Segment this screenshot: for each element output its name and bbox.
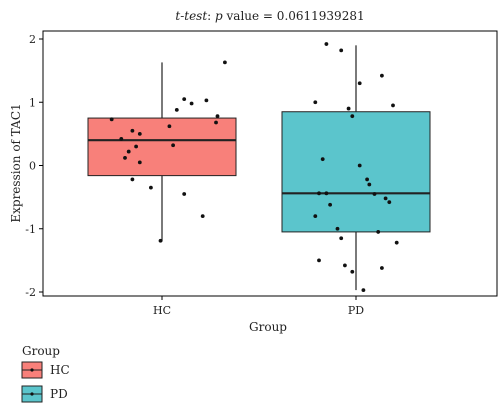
data-point (372, 192, 377, 196)
legend-item-pd: PD (21, 385, 68, 403)
data-point (313, 214, 318, 219)
data-point (320, 157, 325, 162)
data-point (376, 230, 381, 234)
y-tick-label: -1 (25, 223, 36, 236)
data-point (109, 117, 114, 122)
x-axis-title: Group (249, 320, 287, 334)
data-point (134, 144, 139, 149)
data-point (339, 236, 344, 241)
y-tick-label: 2 (29, 33, 36, 46)
data-point (119, 137, 124, 141)
data-point (137, 131, 142, 136)
data-point (317, 258, 321, 263)
data-point (313, 100, 318, 105)
data-point (324, 42, 329, 46)
data-point (123, 156, 127, 160)
data-point (367, 182, 372, 187)
y-axis-title: Expression of TAC1 (9, 103, 23, 222)
legend-label: PD (50, 387, 68, 401)
data-point (391, 103, 395, 108)
data-point (182, 192, 187, 196)
legend-key-point (30, 392, 34, 396)
data-point (380, 266, 384, 270)
data-point (171, 143, 176, 148)
data-point (383, 196, 388, 201)
data-point (223, 60, 227, 65)
y-axis: -2 -1 0 1 2 (25, 33, 43, 299)
data-point (339, 48, 344, 53)
data-point (317, 191, 321, 196)
points-layer (109, 42, 399, 293)
boxes-layer (87, 45, 431, 291)
box-body (87, 117, 237, 177)
data-point (137, 160, 142, 165)
data-point (214, 120, 218, 125)
y-tick-label: 1 (29, 96, 36, 109)
data-point (200, 214, 205, 219)
data-point (343, 263, 347, 268)
data-point (182, 97, 187, 101)
data-point (204, 98, 209, 103)
data-point (158, 238, 163, 243)
data-point (357, 81, 362, 86)
y-tick-label: -2 (25, 286, 36, 299)
chart-title: t-test: p value = 0.0611939281 (175, 9, 364, 23)
data-point (387, 200, 392, 205)
x-tick-label: HC (153, 304, 171, 317)
data-point (361, 288, 366, 293)
box-body (281, 111, 431, 233)
box-hc (87, 62, 237, 242)
data-point (365, 177, 369, 182)
data-point (130, 177, 135, 182)
data-point (215, 114, 220, 119)
plot-panel (42, 30, 498, 297)
box-pd (281, 45, 431, 291)
data-point (346, 106, 351, 111)
data-point (394, 240, 399, 245)
legend-title: Group (22, 344, 60, 358)
data-point (350, 114, 355, 119)
legend-key-point (30, 368, 34, 372)
data-point (167, 124, 172, 129)
data-point (189, 101, 194, 106)
x-tick-label: PD (348, 304, 364, 317)
y-tick-label: 0 (29, 160, 36, 173)
data-point (357, 163, 362, 168)
data-point (328, 202, 332, 207)
data-point (149, 185, 153, 190)
data-point (380, 73, 384, 78)
data-point (350, 269, 355, 274)
data-point (324, 191, 329, 196)
legend-item-hc: HC (21, 361, 70, 379)
data-point (130, 128, 135, 133)
x-axis: HC PD (153, 296, 364, 317)
legend-label: HC (50, 363, 70, 377)
data-point (126, 149, 131, 154)
data-point (174, 107, 179, 112)
legend: Group HC PD (21, 344, 70, 403)
data-point (335, 226, 340, 231)
